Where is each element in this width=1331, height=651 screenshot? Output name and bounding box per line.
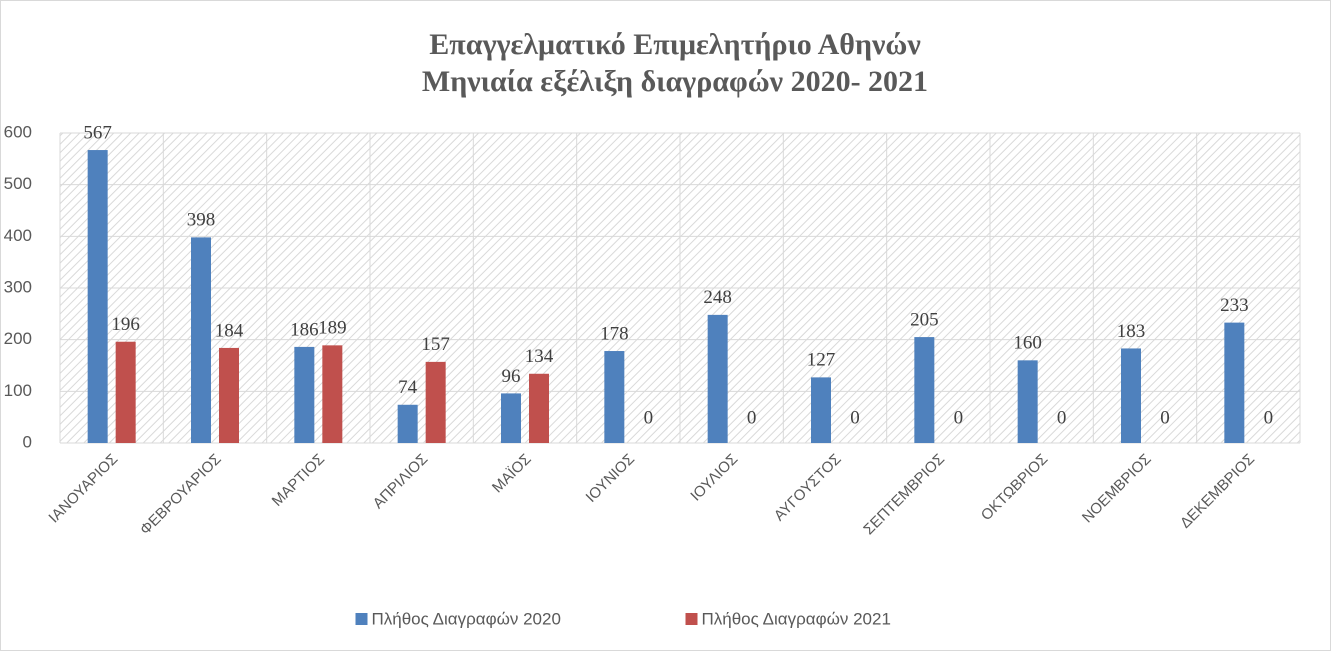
data-label: 233 bbox=[1220, 295, 1249, 316]
data-label: 0 bbox=[644, 407, 654, 428]
bar bbox=[294, 346, 315, 443]
bar bbox=[397, 404, 418, 443]
data-label: 0 bbox=[1057, 407, 1067, 428]
bar bbox=[707, 314, 728, 443]
bar bbox=[811, 377, 831, 443]
y-tick-label: 100 bbox=[4, 381, 32, 400]
data-label: 157 bbox=[421, 334, 450, 355]
data-label: 196 bbox=[111, 314, 140, 335]
legend-label: Πλήθος Διαγραφών 2020 bbox=[372, 609, 561, 628]
bar bbox=[604, 351, 625, 443]
y-tick-label: 400 bbox=[4, 226, 32, 245]
bar bbox=[529, 373, 549, 443]
data-label: 567 bbox=[83, 122, 112, 143]
y-tick-label: 500 bbox=[4, 174, 32, 193]
data-label: 186 bbox=[290, 319, 319, 340]
bar bbox=[191, 237, 211, 443]
bar bbox=[501, 393, 521, 443]
data-label: 96 bbox=[502, 366, 521, 387]
bar bbox=[87, 150, 108, 444]
data-label: 0 bbox=[1264, 407, 1274, 428]
y-tick-label: 200 bbox=[4, 329, 32, 348]
data-label: 205 bbox=[910, 309, 939, 330]
data-label: 178 bbox=[600, 323, 629, 344]
legend-label: Πλήθος Διαγραφών 2021 bbox=[702, 609, 891, 628]
data-label: 189 bbox=[318, 318, 347, 339]
data-label: 184 bbox=[215, 320, 244, 341]
bar bbox=[115, 341, 136, 443]
bar bbox=[1017, 360, 1038, 443]
data-label: 0 bbox=[1160, 407, 1170, 428]
bar bbox=[914, 337, 935, 443]
data-label: 0 bbox=[850, 407, 860, 428]
bar bbox=[1121, 348, 1141, 443]
data-label: 0 bbox=[954, 407, 964, 428]
data-label: 0 bbox=[747, 407, 757, 428]
data-label: 160 bbox=[1013, 333, 1042, 354]
bar bbox=[425, 361, 446, 443]
data-label: 248 bbox=[703, 287, 732, 308]
chart-title: Επαγγελματικό Επιμελητήριο Αθηνών bbox=[429, 28, 921, 61]
chart-subtitle: Μηνιαία εξέλιξη διαγραφών 2020- 2021 bbox=[422, 65, 928, 98]
legend-swatch bbox=[355, 613, 368, 625]
bar bbox=[219, 347, 239, 443]
data-label: 74 bbox=[398, 377, 418, 398]
data-label: 127 bbox=[807, 350, 836, 371]
bar bbox=[322, 345, 343, 443]
data-label: 134 bbox=[525, 346, 554, 367]
data-label: 398 bbox=[187, 210, 216, 231]
y-tick-label: 600 bbox=[4, 122, 32, 141]
y-tick-label: 300 bbox=[4, 277, 32, 296]
bar bbox=[1224, 322, 1245, 443]
legend-swatch bbox=[685, 613, 698, 625]
data-label: 183 bbox=[1117, 321, 1146, 342]
y-tick-label: 0 bbox=[23, 432, 32, 451]
